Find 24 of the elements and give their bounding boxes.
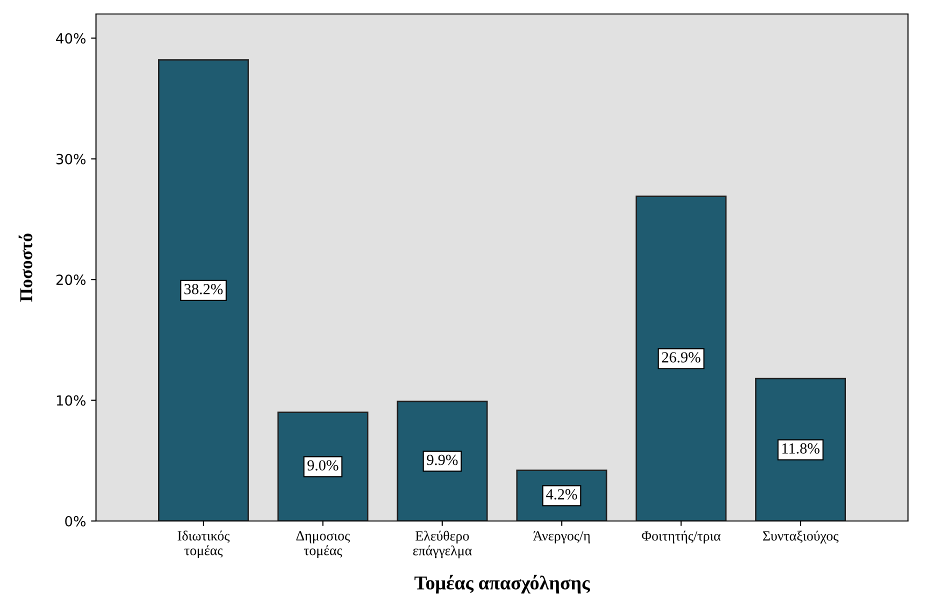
data-label: 4.2% (546, 489, 578, 500)
data-label: 9.9% (426, 454, 458, 466)
x-tick-label: Ιδιωτικός τομέας (178, 530, 230, 558)
x-tick-label: Άνεργος/η (532, 531, 590, 544)
x-tick-label: Φοιτητής/τρια (642, 530, 721, 544)
x-tick-label: Δημοσιος τομέας (296, 531, 350, 558)
data-label: 26.9% (662, 352, 700, 363)
bar (277, 412, 368, 521)
data-label: 11.8% (782, 443, 820, 454)
bar (158, 59, 249, 521)
data-label: 9.0% (307, 460, 338, 471)
y-tick-label: 30% (56, 154, 86, 164)
bar (636, 196, 727, 521)
y-tick-label: 20% (56, 274, 86, 286)
data-label: 38.2% (184, 284, 223, 294)
x-axis-title: Τομέας απασχόλησης (414, 574, 590, 594)
x-tick-label: Ελεύθερο επάγγελμα (413, 530, 472, 558)
y-tick-label: 0% (65, 516, 86, 526)
x-tick-label: Συνταξιούχος (763, 530, 838, 544)
bar (755, 378, 846, 521)
y-axis-title: Ποσοστό (18, 234, 32, 302)
y-tick-label: 10% (56, 395, 86, 406)
bar (396, 400, 488, 521)
y-tick-label: 40% (56, 33, 86, 44)
